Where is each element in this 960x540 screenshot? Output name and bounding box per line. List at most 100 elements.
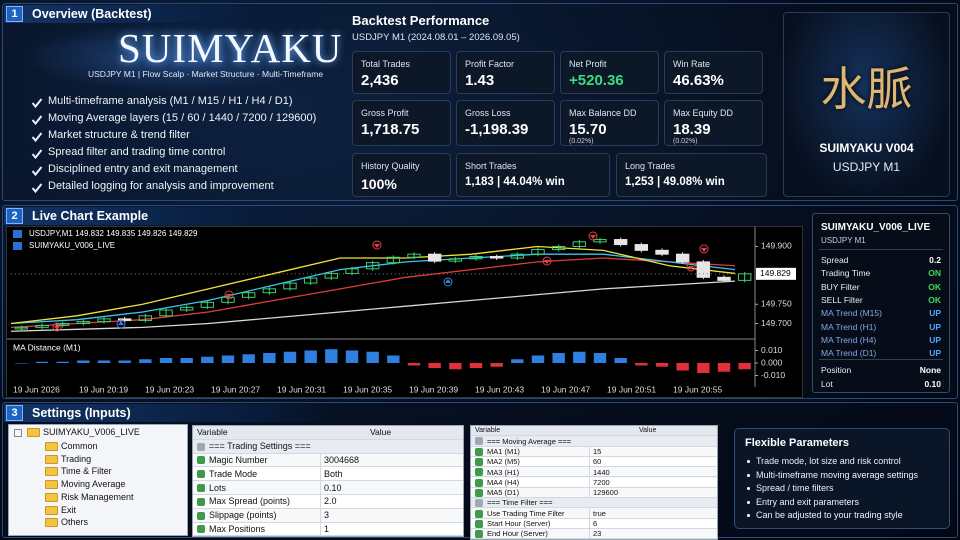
candle-body xyxy=(737,273,752,281)
folder-icon xyxy=(45,442,58,451)
graphic xyxy=(31,166,43,177)
check-icon xyxy=(31,115,43,126)
cell-divider xyxy=(320,495,321,508)
performance-subtitle: USDJPY M1 (2024.08.01 – 2026.09.05) xyxy=(352,32,520,43)
metric-card: Long Trades 1,253 | 49.08% win xyxy=(616,153,767,197)
symbol-icon xyxy=(13,230,22,238)
signal-arrow xyxy=(54,326,60,330)
metric-card: Total Trades 2,436 xyxy=(352,51,451,94)
overview-frame xyxy=(2,3,958,201)
section-number: 3 xyxy=(6,405,23,421)
check-icon xyxy=(31,132,43,143)
time-label: 19 Jun 20:27 xyxy=(211,384,260,394)
histogram-bar xyxy=(242,354,255,363)
time-label: 19 Jun 20:43 xyxy=(475,384,524,394)
folder-icon xyxy=(45,505,58,515)
brand-symbol: USDJPY M1 xyxy=(832,160,901,174)
status-label: MA Trend (D1) xyxy=(821,348,877,359)
status-value: UP xyxy=(929,321,941,332)
metric-label: Gross Loss xyxy=(465,108,511,118)
histogram-bar xyxy=(304,350,317,363)
histogram-bar xyxy=(97,360,111,363)
table-row: Use Trading Time Filter true xyxy=(471,508,717,519)
row-icon xyxy=(475,519,483,528)
signal-marker xyxy=(372,240,382,250)
status-label: MA Trend (H1) xyxy=(821,321,877,332)
current-price-label: 149.829 xyxy=(760,268,791,278)
candle-body xyxy=(138,315,153,321)
table-row: === Time Filter === xyxy=(471,498,717,509)
metric-card: Gross Loss -1,198.39 xyxy=(456,100,555,146)
tree-root: SUIMYAKU_V006_LIVE xyxy=(43,427,140,437)
status-label: Spread xyxy=(821,255,849,265)
section-number: 2 xyxy=(6,208,23,224)
signal-arrow xyxy=(374,244,380,248)
chart-frame xyxy=(2,205,958,399)
section-title: Live Chart Example xyxy=(32,209,149,223)
input-table: Variable Value === Trading Settings === Mag… xyxy=(192,425,464,538)
table-row: === Moving Average === xyxy=(471,436,717,447)
candle-body xyxy=(262,288,277,294)
cell: 1 xyxy=(324,523,330,534)
cell: 3 xyxy=(324,510,330,521)
table-row: Max Spread (points) 2.0 xyxy=(193,495,463,509)
chart-window: 149.900 149.750 149.700 149.829 USDJPY,M1 14… xyxy=(6,226,803,398)
candle-body xyxy=(634,244,649,251)
candle-body xyxy=(221,296,235,303)
histogram-bar xyxy=(490,363,503,367)
status-value: UP xyxy=(929,348,941,359)
info-card: Flexible Parameters Trade mode, lot size … xyxy=(734,428,950,529)
candle-body xyxy=(489,255,504,259)
cell: MA2 (M5) xyxy=(487,457,520,467)
candle-body xyxy=(551,245,566,251)
histogram-bar xyxy=(118,360,131,363)
tree-item: Common xyxy=(61,441,98,451)
signal-arrow xyxy=(688,266,694,270)
check-icon xyxy=(31,166,43,177)
tree-item: Others xyxy=(61,517,89,528)
time-label: 19 Jun 20:31 xyxy=(277,384,326,394)
cell: true xyxy=(593,508,606,518)
signal-marker xyxy=(686,262,696,272)
cell: 0.10 xyxy=(324,482,342,493)
candle-body xyxy=(76,321,91,325)
status-value: 0.10 xyxy=(924,378,941,389)
brand-kanji: 水脈 xyxy=(820,62,913,116)
signal-marker xyxy=(116,319,126,329)
candle-body xyxy=(159,309,173,317)
cell: Trade Mode xyxy=(209,468,258,479)
histogram-bar xyxy=(77,360,90,363)
candle-body xyxy=(572,241,587,247)
row-icon xyxy=(475,458,483,467)
section-number: 1 xyxy=(6,6,23,22)
check-icon xyxy=(31,98,43,109)
table-row: === Trading Settings === xyxy=(193,439,463,454)
row-icon xyxy=(475,437,483,446)
metric-label: History Quality xyxy=(361,161,420,171)
histogram-bar xyxy=(655,363,669,367)
status-value: 0.2 xyxy=(929,255,941,265)
candle-body xyxy=(407,253,421,258)
candle-body xyxy=(593,239,607,243)
feature-text: Spread filter and trading time control xyxy=(48,146,226,158)
row-icon xyxy=(475,499,483,508)
sub-y-tick-label: -0.010 xyxy=(761,370,785,380)
cell-divider xyxy=(320,453,321,467)
candle-body xyxy=(531,249,545,255)
histogram-bar xyxy=(531,355,545,363)
row-icon xyxy=(475,530,483,539)
graphic xyxy=(31,115,43,126)
cell-divider xyxy=(589,446,590,456)
signal-arrow xyxy=(226,294,232,298)
table-row: Magic Number 3004668 xyxy=(193,453,463,468)
histogram-bar xyxy=(738,363,751,370)
histogram-bar xyxy=(139,359,152,363)
candle-body xyxy=(510,253,525,259)
cell: End Hour (Server) xyxy=(487,529,548,539)
moving-average xyxy=(10,280,736,332)
row-icon xyxy=(197,442,205,451)
signal-arrow xyxy=(544,260,550,264)
cell: Lots xyxy=(209,482,227,493)
tree-toggle xyxy=(14,429,22,437)
signal-arrow xyxy=(445,279,451,283)
